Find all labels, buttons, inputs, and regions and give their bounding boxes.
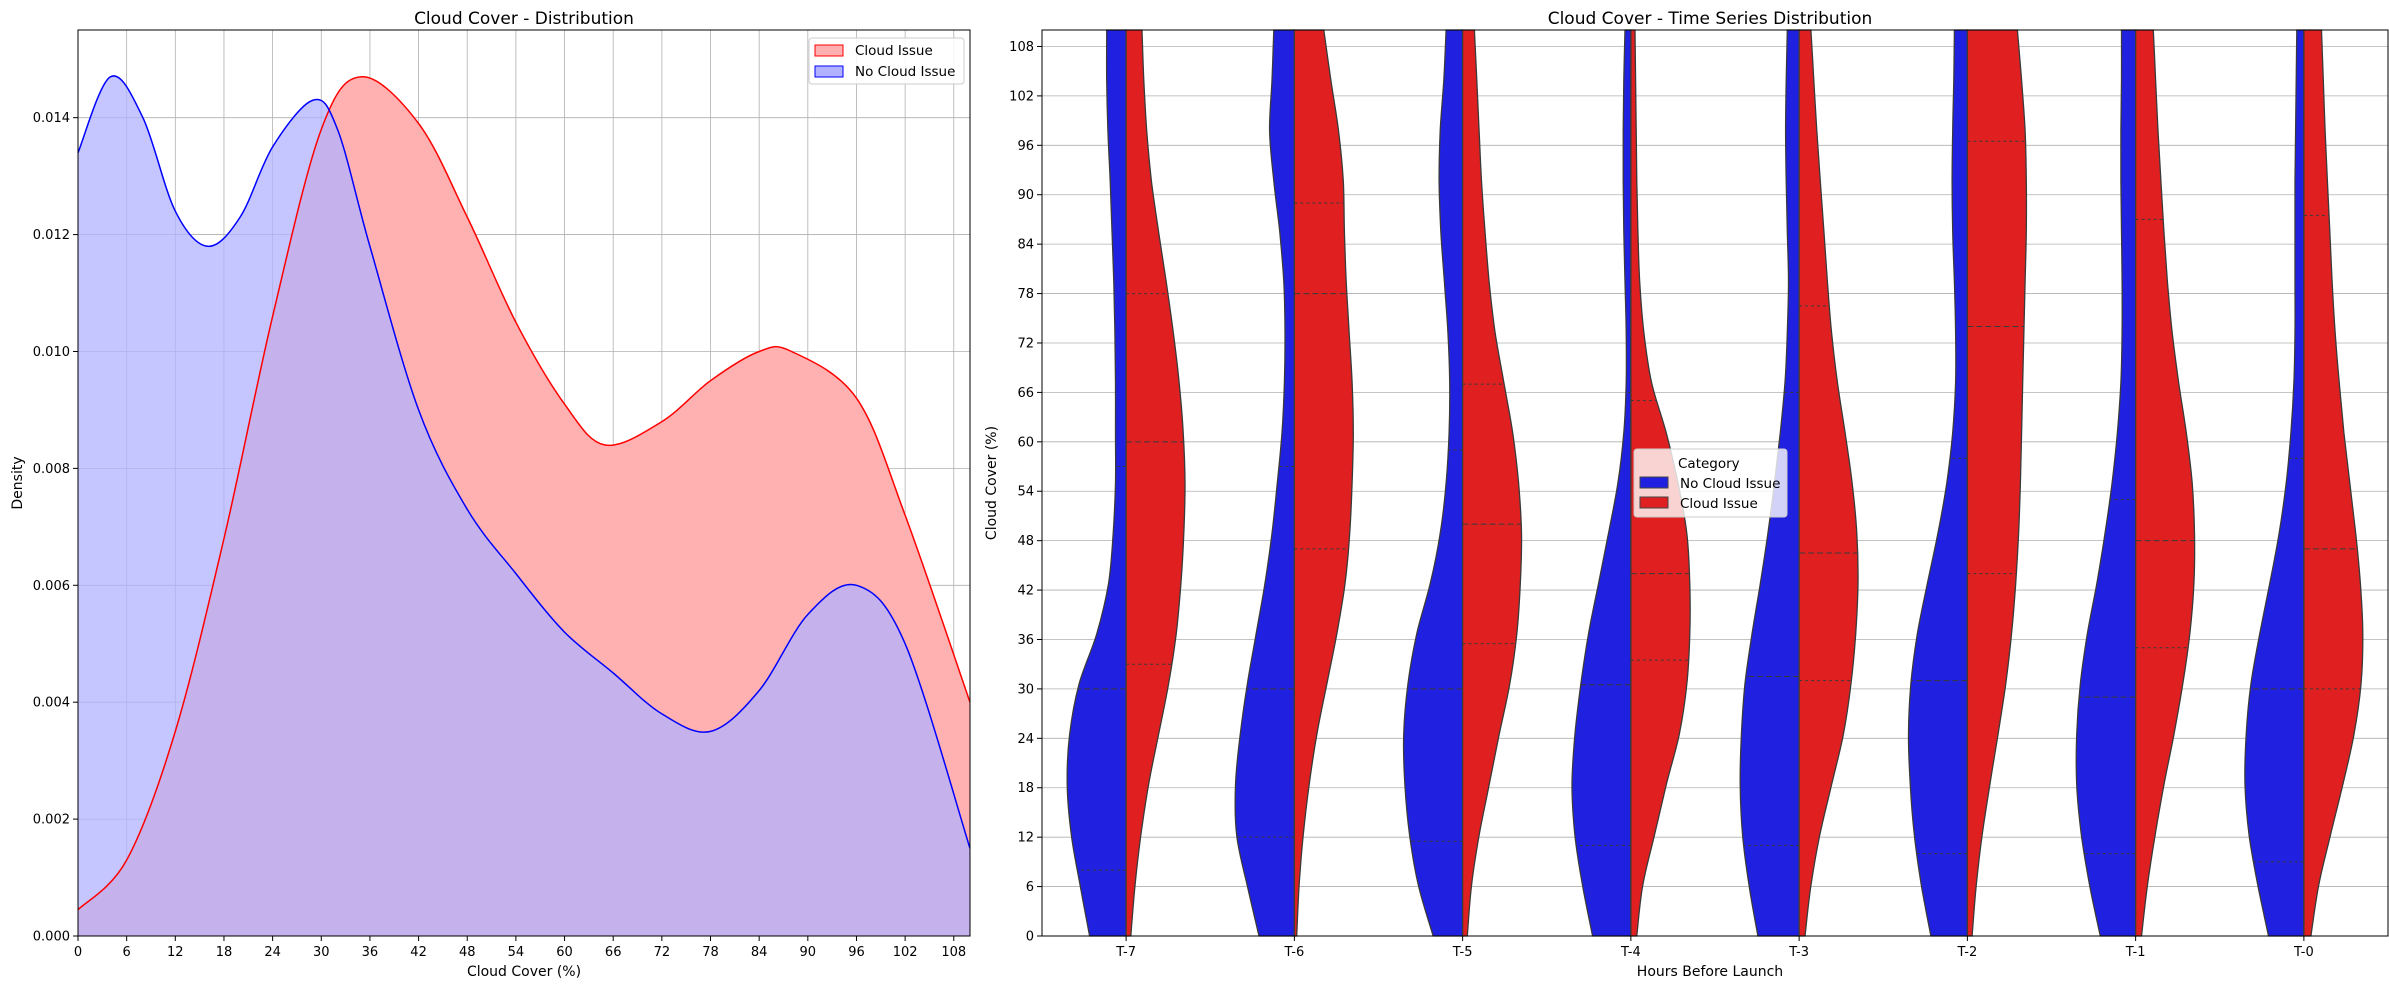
violin-ytick-label: 24 [1017, 732, 1034, 747]
violin-half-cloud-issue [2303, 29, 2364, 937]
density-legend-box [808, 37, 965, 85]
violin-xtick-label: T-7 [1115, 945, 1136, 960]
density-xtick-label: 72 [654, 945, 671, 960]
violin-ytick-label: 42 [1017, 584, 1034, 599]
violin-ylabel: Cloud Cover (%) [984, 426, 1000, 540]
density-xtick-label: 36 [362, 945, 379, 960]
violin-ticks: 0 6 12 18 24 30 36 42 48 54 60 66 72 78 84 90 96 102 108 T-… [1009, 40, 2314, 960]
violin-ytick-label: 72 [1017, 336, 1034, 351]
density-ytick-label: 0.012 [33, 228, 70, 243]
violin-half-cloud-issue [1461, 29, 1523, 937]
density-xtick-label: 30 [313, 945, 330, 960]
violin-xlabel: Hours Before Launch [1637, 964, 1783, 980]
violin-half-cloud-issue [1293, 29, 1354, 937]
density-ytick-label: 0.002 [33, 813, 70, 828]
violin-ytick-label: 60 [1017, 435, 1034, 450]
violin-ytick-label: 36 [1017, 633, 1034, 648]
violin-xtick-label: T-4 [1620, 945, 1641, 960]
violin-half-no-cloud-issue [1234, 29, 1296, 937]
density-ytick-label: 0.008 [33, 462, 70, 477]
violin-ytick-label: 18 [1017, 781, 1034, 796]
violin-ytick-label: 30 [1017, 682, 1034, 697]
violin-half-cloud-issue [1966, 29, 2028, 937]
violin-ytick-label: 66 [1017, 386, 1034, 401]
violin-legend-label-cloud-issue: Cloud Issue [1680, 496, 1758, 512]
density-xtick-label: 96 [848, 945, 865, 960]
violin-ytick-label: 108 [1009, 40, 1034, 55]
density-xtick-label: 24 [264, 945, 281, 960]
density-ytick-label: 0.014 [33, 111, 70, 126]
violin-half-no-cloud-issue [1907, 29, 1969, 937]
legend-swatch-cloud-issue-violin [1639, 496, 1669, 509]
density-axes-frame [77, 29, 971, 937]
violin-ytick-label: 54 [1017, 485, 1034, 500]
legend-swatch-cloud-issue [814, 44, 844, 57]
violin-xtick-label: T-2 [1957, 945, 1978, 960]
violin-xtick-label: T-6 [1284, 945, 1305, 960]
density-xtick-label: 84 [751, 945, 768, 960]
density-ytick-label: 0.010 [33, 345, 70, 360]
density-ticks: 0 6 12 18 24 30 36 42 48 54 60 66 72 78 84 90 96 102 108 0.… [33, 111, 966, 960]
legend-label-cloud-issue: Cloud Issue [855, 43, 933, 59]
density-xtick-label: 12 [167, 945, 184, 960]
violin-ytick-label: 90 [1017, 188, 1034, 203]
violin-ytick-label: 102 [1009, 89, 1034, 104]
violin-chart: 0 6 12 18 24 30 36 42 48 54 60 66 72 78 84 90 96 102 108 T-… [984, 9, 2389, 980]
violin-legend-label-no-cloud-issue: No Cloud Issue [1680, 476, 1780, 492]
density-xtick-label: 42 [410, 945, 427, 960]
violin-ytick-label: 12 [1017, 831, 1034, 846]
violin-ytick-label: 6 [1026, 880, 1034, 895]
density-xtick-label: 66 [605, 945, 622, 960]
legend-label-no-cloud-issue: No Cloud Issue [855, 64, 955, 80]
density-ytick-label: 0.004 [33, 696, 70, 711]
violin-axes-frame [1041, 29, 2389, 937]
violin-ytick-label: 96 [1017, 139, 1034, 154]
violin-legend-box [1633, 448, 1788, 518]
density-ytick-label: 0.000 [33, 930, 70, 945]
density-xtick-label: 6 [123, 945, 131, 960]
density-xtick-label: 0 [74, 945, 82, 960]
density-ylabel: Density [10, 456, 26, 509]
violin-xtick-label: T-3 [1788, 945, 1809, 960]
violin-half-no-cloud-issue [2244, 29, 2305, 937]
density-xtick-label: 60 [556, 945, 573, 960]
density-title: Cloud Cover - Distribution [414, 9, 634, 29]
density-xtick-label: 90 [800, 945, 817, 960]
violin-xtick-label: T-0 [2293, 945, 2314, 960]
density-line-cloud-issue [77, 76, 971, 911]
density-legend: Cloud Issue No Cloud Issue [808, 37, 965, 85]
density-areas [77, 75, 971, 937]
density-line-no-cloud-issue [77, 75, 971, 849]
violin-xtick-label: T-5 [1452, 945, 1473, 960]
density-chart: 0 6 12 18 24 30 36 42 48 54 60 66 72 78 84 90 96 102 108 0.… [10, 9, 971, 980]
density-xlabel: Cloud Cover (%) [467, 964, 581, 980]
violin-half-cloud-issue [2134, 29, 2196, 937]
violin-xtick-label: T-1 [2125, 945, 2146, 960]
density-xtick-label: 108 [941, 945, 966, 960]
violin-ytick-label: 48 [1017, 534, 1034, 549]
density-area-no-cloud-issue [78, 75, 970, 937]
violin-ytick-label: 84 [1017, 238, 1034, 253]
violin-legend-title: Category [1678, 456, 1740, 472]
violin-title: Cloud Cover - Time Series Distribution [1548, 9, 1873, 29]
density-xtick-label: 18 [216, 945, 233, 960]
violin-half-no-cloud-issue [1066, 29, 1127, 937]
legend-swatch-no-cloud-issue-violin [1639, 476, 1669, 489]
legend-swatch-no-cloud-issue [814, 65, 844, 78]
violin-half-no-cloud-issue [1402, 29, 1464, 937]
violin-shapes [1066, 29, 2364, 937]
violin-half-no-cloud-issue [1571, 29, 1632, 937]
density-xtick-label: 102 [893, 945, 918, 960]
violin-half-no-cloud-issue [2075, 29, 2137, 937]
density-ytick-label: 0.006 [33, 579, 70, 594]
violin-legend: Category No Cloud Issue Cloud Issue [1633, 448, 1788, 518]
density-xtick-label: 54 [508, 945, 525, 960]
density-xtick-label: 78 [702, 945, 719, 960]
violin-ytick-label: 78 [1017, 287, 1034, 302]
violin-half-cloud-issue [1125, 29, 1186, 937]
violin-half-cloud-issue [1798, 29, 1859, 937]
violin-ytick-label: 0 [1026, 930, 1034, 945]
density-xtick-label: 48 [459, 945, 476, 960]
